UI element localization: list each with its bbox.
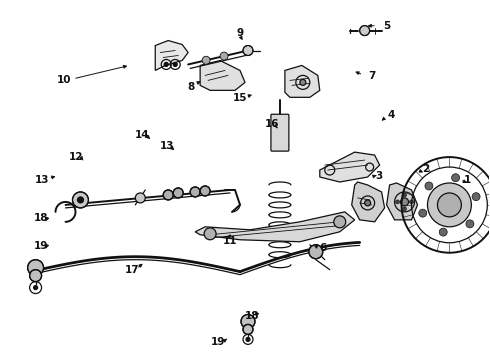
Circle shape — [243, 45, 253, 55]
Polygon shape — [352, 182, 385, 222]
Circle shape — [427, 183, 471, 227]
Text: 10: 10 — [57, 75, 72, 85]
Text: 14: 14 — [135, 130, 150, 140]
Polygon shape — [200, 60, 245, 90]
Circle shape — [400, 198, 409, 206]
Circle shape — [190, 187, 200, 197]
Circle shape — [202, 56, 210, 64]
Circle shape — [395, 200, 399, 204]
Circle shape — [200, 186, 210, 196]
Circle shape — [365, 200, 370, 206]
Circle shape — [472, 193, 480, 201]
Circle shape — [419, 209, 427, 217]
Circle shape — [466, 220, 474, 228]
Circle shape — [27, 260, 44, 276]
Text: 19: 19 — [34, 241, 48, 251]
Text: 6: 6 — [319, 243, 327, 253]
Polygon shape — [155, 41, 188, 71]
Circle shape — [173, 62, 177, 67]
Text: 18: 18 — [33, 213, 48, 222]
Text: 1: 1 — [464, 175, 471, 185]
Circle shape — [29, 270, 42, 282]
Circle shape — [410, 200, 414, 204]
Text: 19: 19 — [211, 337, 225, 347]
Polygon shape — [320, 152, 380, 182]
Circle shape — [246, 337, 250, 341]
Circle shape — [334, 216, 346, 228]
Circle shape — [309, 245, 323, 259]
Text: 18: 18 — [245, 311, 260, 321]
Circle shape — [425, 182, 433, 190]
Circle shape — [164, 62, 168, 67]
Circle shape — [403, 207, 407, 211]
Text: 3: 3 — [376, 171, 383, 181]
Text: 7: 7 — [368, 71, 376, 81]
Polygon shape — [195, 212, 355, 242]
Text: 11: 11 — [223, 236, 238, 246]
FancyBboxPatch shape — [271, 114, 289, 151]
Text: 2: 2 — [422, 164, 429, 174]
Text: 12: 12 — [69, 152, 84, 162]
Circle shape — [360, 26, 369, 36]
Circle shape — [452, 174, 460, 182]
Circle shape — [438, 193, 462, 217]
Circle shape — [220, 52, 228, 60]
Circle shape — [403, 193, 407, 197]
Text: 9: 9 — [237, 28, 244, 38]
Text: 4: 4 — [388, 111, 395, 121]
Circle shape — [204, 228, 216, 240]
Circle shape — [439, 228, 447, 236]
Polygon shape — [285, 66, 320, 97]
Text: 8: 8 — [188, 82, 195, 92]
Polygon shape — [387, 183, 417, 220]
Text: 17: 17 — [125, 265, 140, 275]
Circle shape — [243, 324, 253, 334]
Text: 15: 15 — [233, 93, 247, 103]
Circle shape — [135, 193, 145, 203]
Text: 5: 5 — [383, 21, 391, 31]
Circle shape — [173, 188, 183, 198]
Circle shape — [73, 192, 89, 208]
Text: 13: 13 — [35, 175, 49, 185]
Circle shape — [300, 80, 306, 85]
Text: 16: 16 — [265, 120, 279, 129]
Circle shape — [77, 197, 83, 203]
Circle shape — [34, 285, 38, 289]
Circle shape — [163, 190, 173, 200]
Circle shape — [241, 315, 255, 328]
Text: 13: 13 — [160, 141, 174, 151]
